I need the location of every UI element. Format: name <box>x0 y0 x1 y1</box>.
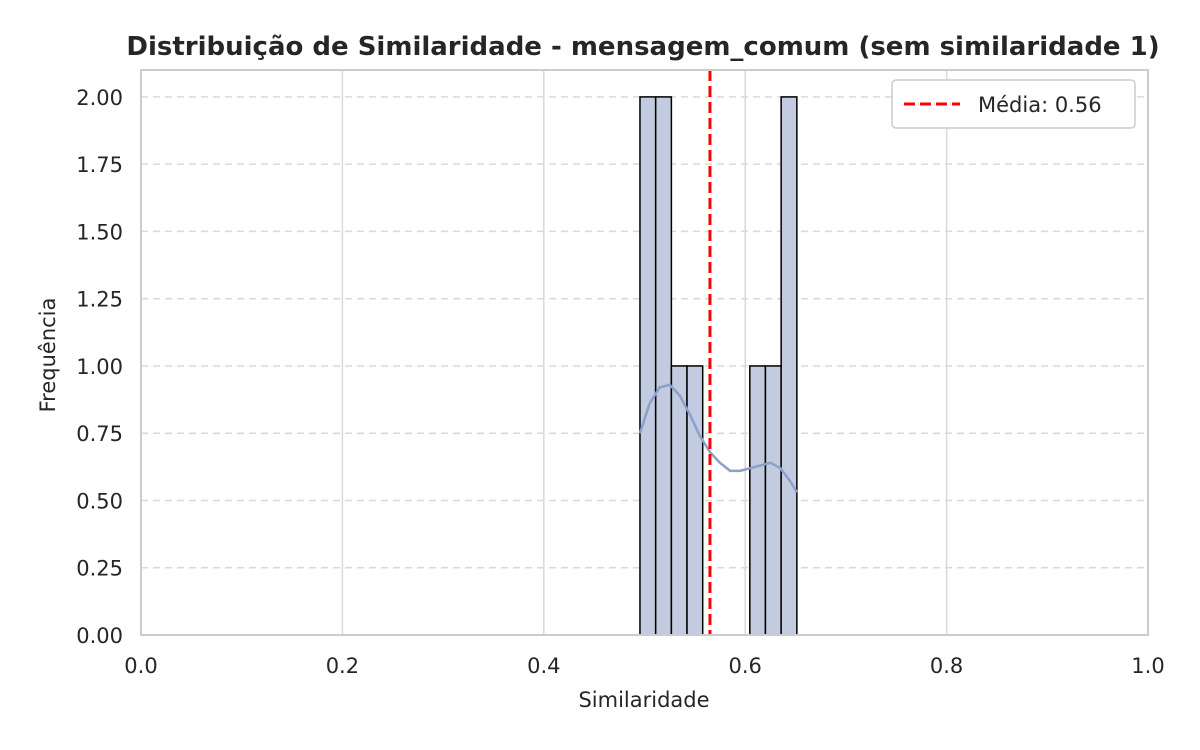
legend: Média: 0.56 <box>891 79 1136 129</box>
y-tick-label: 1.25 <box>76 288 123 312</box>
histogram-bar <box>749 365 767 636</box>
x-tick-label: 1.0 <box>1131 654 1164 678</box>
x-axis-label: Similaridade <box>578 688 709 712</box>
legend-box <box>891 79 1136 129</box>
histogram-bar <box>686 365 704 636</box>
x-tick-label: 0.6 <box>728 654 761 678</box>
chart-title: Distribuição de Similaridade - mensagem_… <box>126 32 1159 62</box>
histogram-bar <box>639 96 657 636</box>
y-tick-label: 2.00 <box>76 86 123 110</box>
x-tick-label: 0.4 <box>527 654 560 678</box>
kde-curve <box>638 383 798 494</box>
histogram-bars <box>639 96 798 636</box>
y-tick-label: 0.75 <box>76 422 123 446</box>
histogram-bar <box>780 96 798 636</box>
y-axis-ticks: 0.00 0.25 0.50 0.75 1.00 1.25 1.50 1.75 2.00 <box>76 86 123 648</box>
x-tick-label: 0.8 <box>930 654 963 678</box>
y-tick-label: 1.00 <box>76 355 123 379</box>
legend-mean-label: Média: 0.56 <box>978 93 1102 117</box>
x-tick-label: 0.2 <box>326 654 359 678</box>
histogram-bar <box>654 96 673 636</box>
axes-frame <box>140 69 1149 636</box>
y-tick-label: 1.50 <box>76 220 123 244</box>
histogram-bar <box>764 365 782 636</box>
y-tick-label: 0.25 <box>76 557 123 581</box>
y-tick-label: 0.00 <box>76 624 123 648</box>
y-tick-label: 1.75 <box>76 153 123 177</box>
y-axis-label: Frequência <box>36 298 60 413</box>
x-tick-label: 0.0 <box>124 654 157 678</box>
y-tick-label: 0.50 <box>76 489 123 513</box>
x-axis-ticks: 0.0 0.2 0.4 0.6 0.8 1.0 <box>124 654 1164 678</box>
